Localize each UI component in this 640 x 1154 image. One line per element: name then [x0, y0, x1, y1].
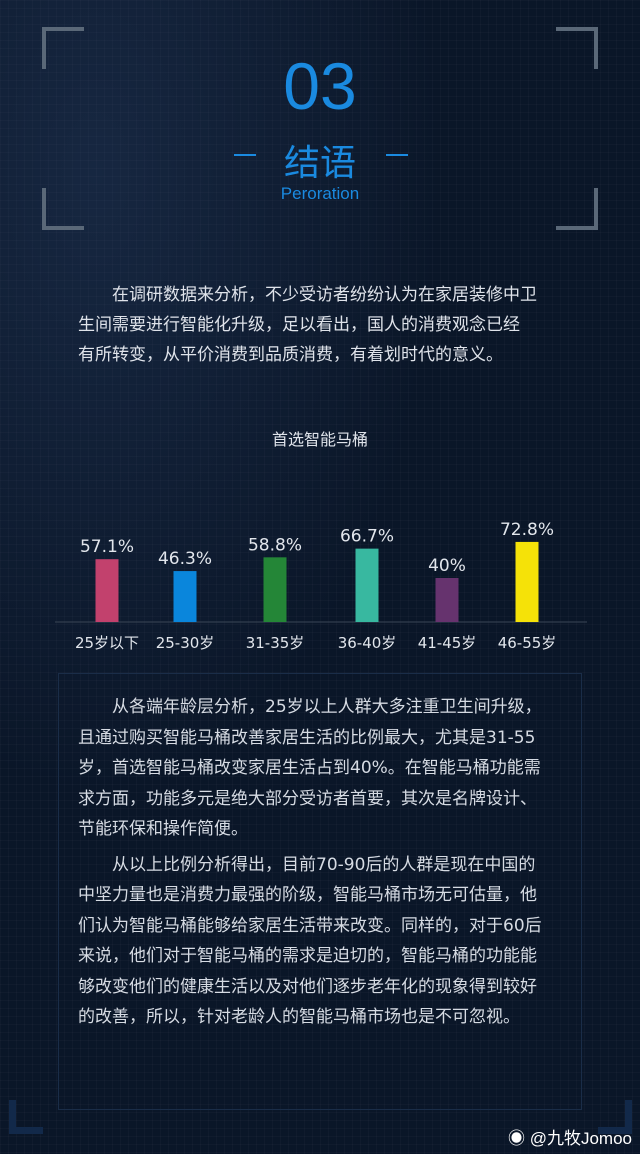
data-label: 58.8% [248, 535, 302, 555]
frame-corner [598, 1100, 632, 1134]
data-label: 72.8% [500, 520, 554, 540]
watermark-text: @九牧Jomoo [529, 1129, 632, 1148]
text-line: 来说，他们对于智能马桶的需求是迫切的，智能马桶的功能能 [78, 946, 537, 966]
text-line: 从各端年龄层分析，25岁以上人群大多注重卫生间升级， [78, 697, 542, 717]
title-dash [234, 154, 256, 156]
frame-corner [42, 188, 84, 230]
data-label: 57.1% [80, 537, 134, 557]
text-line: 有所转变，从平价消费到品质消费，有着划时代的意义。 [78, 345, 503, 365]
text-line: 且通过购买智能马桶改善家居生活的比例最大，尤其是31-55 [78, 727, 536, 748]
category-label: 25-30岁 [156, 634, 215, 652]
data-label: 66.7% [340, 527, 394, 547]
bar [435, 578, 459, 622]
text-line: 够改变他们的健康生活以及对他们逐步老年化的现象得到较好 [78, 976, 537, 997]
watermark: ◉ @九牧Jomoo [508, 1124, 632, 1149]
text-line: 们认为智能马桶能够给家居生活带来改变。同样的，对于60后 [78, 915, 542, 936]
text-line: 求方面，功能多元是绝大部分受访者首要，其次是名牌设计、 [78, 788, 537, 809]
category-label: 36-40岁 [338, 634, 397, 652]
section-title: 结语 [283, 143, 356, 184]
intro-paragraph: 在调研数据来分析，不少受访者纷纷认为在家居装修中卫 生间需要进行智能化升级，足以… [78, 280, 537, 370]
analysis-box [58, 673, 582, 1110]
frame-corner [9, 1100, 43, 1134]
bar [515, 541, 539, 622]
text-line: 生间需要进行智能化升级，足以看出，国人的消费观念已经 [78, 315, 520, 335]
bar-chart: 57.1% 25岁以下 46.3% 25-30岁 58.8% 31-35岁 66.7% 36-… [55, 520, 587, 652]
title-dash [386, 154, 408, 156]
text-line: 中坚力量也是消费力最强的阶级，智能马桶市场无可估量，他 [78, 885, 537, 905]
text-line: 的改善，所以，针对老龄人的智能马桶市场也是不可忽视。 [78, 1007, 520, 1027]
text-line: 从以上比例分析得出，目前70-90后的人群是现在中国的 [78, 854, 536, 875]
data-label: 40% [428, 556, 466, 576]
category-label: 46-55岁 [498, 634, 557, 652]
text-line: 在调研数据来分析，不少受访者纷纷认为在家居装修中卫 [78, 285, 537, 305]
bar [355, 548, 379, 622]
category-label: 41-45岁 [418, 634, 477, 652]
text-line: 节能环保和操作简便。 [78, 819, 248, 839]
section-number: 03 [283, 49, 357, 123]
category-label: 31-35岁 [246, 634, 305, 652]
section-subtitle: Peroration [280, 184, 360, 203]
bar [263, 557, 287, 622]
category-label: 25岁以下 [75, 634, 139, 652]
bar [173, 571, 197, 622]
bar [95, 559, 119, 622]
data-label: 46.3% [158, 549, 212, 569]
analysis-text: 从各端年龄层分析，25岁以上人群大多注重卫生间升级， 且通过购买智能马桶改善家居… [78, 692, 542, 1033]
chart-title: 首选智能马桶 [271, 430, 368, 449]
frame-corner [556, 188, 598, 230]
weibo-icon: ◉ [507, 1129, 530, 1148]
frame-corner [42, 27, 84, 69]
frame-corner [556, 27, 598, 69]
text-line: 岁，首选智能马桶改变家居生活占到40%。在智能马桶功能需 [78, 758, 541, 778]
